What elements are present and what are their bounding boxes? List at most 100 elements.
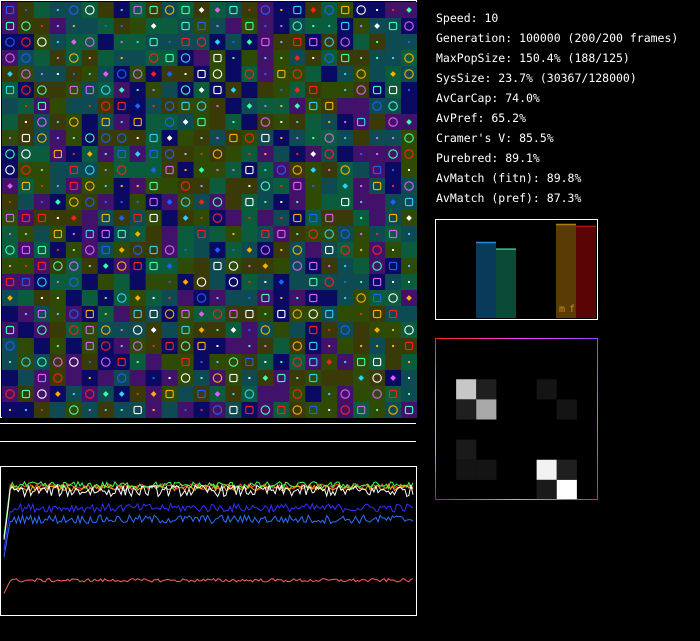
grid-cell [369,162,386,179]
organism-circle [276,165,287,175]
grid-cell [17,242,35,259]
organism-square [229,133,238,143]
organism-circle [101,101,111,111]
organism-dot [200,217,203,219]
grid-cell [2,322,19,339]
organism-square [325,309,334,319]
organism-dot [72,73,75,75]
organism-square [309,293,318,303]
grid-cell [65,290,83,307]
grid-cell [2,146,19,163]
grid-cell [337,338,354,355]
organism-dot [248,329,251,331]
organism-circle [324,277,334,287]
organism-dot [56,9,59,11]
grid-cell [241,66,258,83]
organism-circle [69,197,79,207]
grid-cell [257,290,274,307]
organism-dot [360,281,363,283]
organism-square [356,117,366,127]
organism-square [181,101,190,111]
organism-dot [168,41,171,43]
world-grid[interactable] [0,0,417,418]
grid-cell [209,306,226,323]
grid-cell [385,226,402,243]
organism-circle [244,69,255,79]
grid-cell [129,242,147,259]
grid-cell [49,258,67,275]
organism-diamond [182,279,189,285]
organism-diamond [406,119,412,125]
grid-cell [289,306,306,323]
organism-diamond [198,311,205,317]
organism-dot [408,377,411,379]
grid-cell [353,130,370,147]
grid-cell [33,98,51,115]
grid-cell [273,66,290,83]
organism-square [404,341,414,351]
grid-cell [257,386,274,403]
organism-square [277,69,286,79]
grid-cell [369,290,386,307]
grid-cell [161,306,179,323]
organism-dot [136,201,139,203]
organism-square [21,213,31,223]
grid-cell [33,370,51,387]
grid-cell [385,290,402,307]
organism-dot [56,185,59,187]
organism-square [245,405,254,415]
grid-cell [33,82,51,99]
organism-circle [340,405,350,415]
grid-cell [129,50,147,67]
organism-square [261,37,270,47]
grid-cell [401,98,417,115]
grid-cell [113,258,131,275]
cramers-v-stat: Cramer's V: 85.5% [436,131,554,145]
organism-circle [388,101,398,111]
organism-square [165,389,174,399]
organism-square [309,325,318,335]
organism-dot [280,105,283,107]
organism-diamond [342,183,349,189]
organism-dot [88,73,91,75]
organism-dot [120,121,123,123]
grid-cell [305,354,322,371]
organism-dot [200,153,203,155]
organism-square [388,389,398,399]
organism-circle [308,309,318,319]
organism-circle [404,149,414,159]
organism-circle [260,117,271,127]
organism-diamond [246,247,253,253]
grid-cell [145,146,163,163]
organism-square [133,5,142,15]
grid-cell [353,2,370,19]
organism-circle [292,309,303,319]
grid-cell [129,162,147,179]
grid-cell [193,114,210,131]
grid-cell [193,258,210,275]
organism-dot [88,105,91,107]
organism-diamond [326,359,333,365]
grid-cell [321,130,338,147]
organism-circle [116,165,127,175]
grid-cell [33,258,51,275]
organism-square [149,5,158,15]
organism-circle [5,389,15,399]
organism-square [133,309,142,319]
grid-cell [145,258,163,275]
grid-cell [353,354,370,371]
grid-cell [257,178,274,195]
grid-cell [369,274,386,291]
organism-circle [292,389,303,399]
organism-diamond [150,167,157,173]
organism-dot [56,281,59,283]
grid-cell [65,402,83,418]
grid-cell [113,162,131,179]
organism-circle [196,277,207,287]
organism-dot [24,313,27,315]
organism-dot [216,105,219,107]
organism-dot [72,25,75,27]
grid-cell [401,402,417,418]
grid-cell [225,130,242,147]
organism-square [229,309,238,319]
